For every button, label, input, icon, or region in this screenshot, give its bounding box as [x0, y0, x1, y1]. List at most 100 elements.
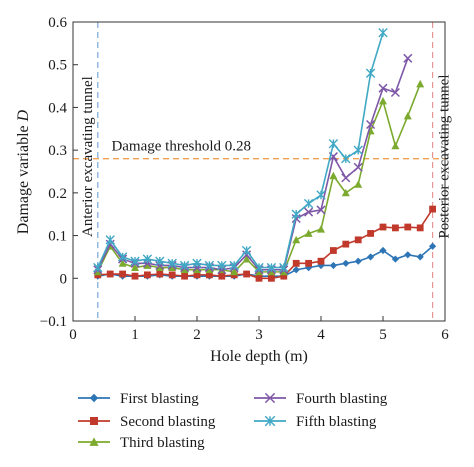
triangle-marker	[317, 225, 325, 233]
series-5	[93, 27, 388, 273]
square-marker	[90, 417, 98, 425]
data-point	[193, 271, 201, 279]
square-marker	[342, 240, 350, 248]
triangle-marker	[403, 111, 412, 120]
y-tick-label: 0.4	[48, 100, 67, 116]
square-marker	[367, 230, 374, 237]
y-tick-label: 0.2	[48, 186, 67, 202]
data-point	[291, 209, 301, 219]
star-marker	[254, 262, 264, 273]
data-point	[354, 236, 362, 244]
diamond-marker	[391, 255, 399, 263]
star-marker	[316, 190, 326, 200]
triangle-marker	[230, 267, 239, 276]
diamond-marker	[329, 261, 337, 270]
data-point	[179, 260, 190, 271]
legend-item: Fifth blasting	[254, 414, 377, 430]
data-point	[378, 27, 388, 38]
x-marker	[217, 265, 227, 275]
square-marker	[131, 272, 139, 280]
legend-marker	[89, 437, 99, 446]
square-marker	[404, 223, 412, 231]
star-marker	[93, 262, 103, 273]
y-tick-label: 0.1	[48, 229, 67, 245]
data-point	[341, 153, 351, 164]
data-point	[429, 242, 437, 250]
square-marker	[156, 270, 164, 278]
data-point	[131, 272, 139, 280]
data-point	[118, 259, 127, 267]
data-point	[155, 260, 165, 271]
data-point	[330, 247, 337, 254]
triangle-marker	[143, 261, 152, 269]
data-point	[119, 270, 126, 278]
data-point	[206, 271, 213, 279]
data-point	[391, 141, 400, 150]
data-point	[429, 205, 436, 213]
x-marker	[242, 250, 252, 260]
data-point	[366, 119, 376, 130]
data-point	[416, 224, 424, 232]
x-marker	[155, 260, 165, 271]
y-tick-label: 0	[60, 271, 68, 287]
data-point	[93, 262, 103, 273]
data-point	[379, 223, 387, 231]
square-marker	[292, 259, 300, 267]
star-marker	[105, 235, 115, 245]
data-point	[416, 79, 425, 88]
triangle-marker	[329, 171, 338, 180]
data-point	[317, 257, 325, 265]
square-marker	[181, 272, 188, 280]
data-point	[341, 188, 350, 197]
data-point	[292, 266, 300, 274]
legend-label: Fourth blasting	[296, 391, 388, 407]
square-marker	[330, 247, 337, 254]
square-marker	[280, 272, 288, 280]
data-point	[217, 265, 227, 275]
y-axis-label: Damage variable D	[15, 109, 32, 234]
tunnel-label: Anterior excavating tunnel	[80, 76, 96, 237]
legend-marker	[264, 392, 276, 404]
square-marker	[193, 271, 201, 279]
axes: 0 1 2 3 4 5 6−0.100.10.20.30.40.50.6	[40, 15, 449, 343]
triangle-marker	[193, 265, 201, 274]
star-marker	[117, 252, 128, 262]
data-point	[279, 262, 289, 273]
triangle-marker	[391, 141, 400, 150]
data-point	[218, 272, 226, 280]
legend-item: Third blasting	[78, 435, 205, 451]
series-line	[97, 245, 434, 277]
data-point	[342, 240, 350, 248]
legend-label: Third blasting	[120, 435, 205, 451]
square-marker	[168, 271, 176, 279]
x-tick-label: 0	[69, 327, 77, 343]
series-3	[93, 79, 425, 276]
data-point	[365, 68, 376, 78]
star-marker	[167, 258, 177, 269]
star-marker	[303, 198, 314, 209]
triangle-marker	[379, 97, 387, 105]
data-point	[230, 267, 239, 276]
data-point	[142, 254, 153, 264]
data-point	[193, 265, 201, 274]
x-marker	[142, 258, 152, 268]
data-point	[168, 271, 176, 279]
diamond-marker	[342, 259, 350, 267]
data-point	[305, 264, 313, 272]
data-point	[142, 258, 152, 268]
data-point	[353, 145, 363, 155]
diamond-marker	[354, 257, 362, 265]
star-marker	[378, 27, 388, 38]
data-point	[354, 257, 362, 265]
data-point	[266, 262, 277, 273]
data-point	[181, 272, 188, 280]
star-marker	[229, 260, 239, 271]
data-point	[144, 271, 151, 279]
data-point	[243, 270, 250, 278]
triangle-marker	[155, 263, 164, 272]
data-point	[167, 258, 177, 269]
series-group	[93, 27, 437, 282]
data-point	[404, 223, 412, 231]
legend-item: Fourth blasting	[254, 391, 388, 407]
